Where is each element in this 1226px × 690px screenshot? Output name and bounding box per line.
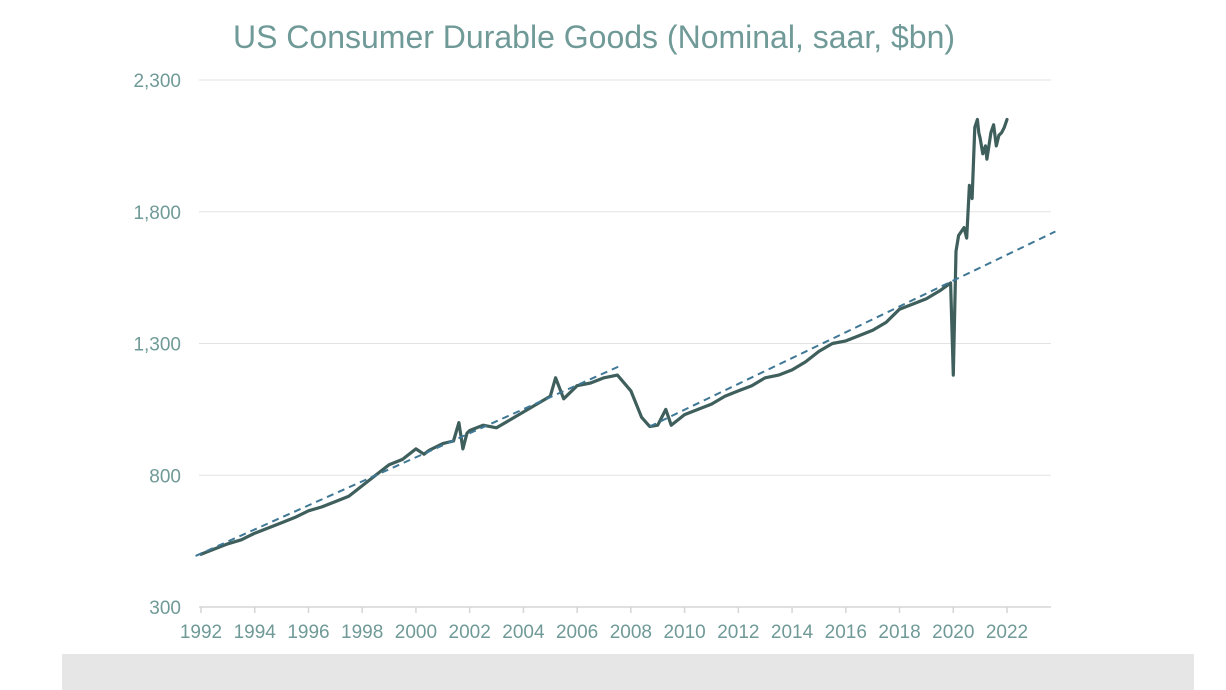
series-line-durable-goods bbox=[199, 117, 1009, 556]
chart-title: US Consumer Durable Goods (Nominal, saar… bbox=[233, 19, 955, 55]
x-tick-label: 2000 bbox=[395, 622, 437, 643]
x-tick-label: 1998 bbox=[341, 622, 383, 643]
x-tick-label: 2010 bbox=[663, 622, 705, 643]
x-tick-label: 2012 bbox=[717, 622, 759, 643]
x-tick-label: 2006 bbox=[556, 622, 598, 643]
series-group bbox=[195, 117, 1056, 557]
x-tick-label: 2022 bbox=[986, 622, 1028, 643]
x-tick-label: 2004 bbox=[502, 622, 545, 643]
y-tick-label: 800 bbox=[149, 466, 181, 487]
x-tick-label: 1994 bbox=[234, 622, 277, 643]
x-tick-label: 1996 bbox=[287, 622, 329, 643]
y-tick-label: 2,300 bbox=[133, 71, 181, 92]
x-tick-label: 2008 bbox=[610, 622, 652, 643]
x-axis: 1992 1994 1996 1998 2000 2002 2004 2006 2008 2010… bbox=[180, 607, 1028, 643]
x-tick-label: 2002 bbox=[449, 622, 491, 643]
footer-bar bbox=[62, 654, 1194, 690]
x-tick-label: 2016 bbox=[825, 622, 867, 643]
x-tick-label: 2014 bbox=[771, 622, 814, 643]
x-tick-label: 2018 bbox=[878, 622, 920, 643]
y-tick-label: 1,800 bbox=[133, 203, 181, 224]
y-axis: 300 800 1,300 1,800 2,300 bbox=[133, 71, 181, 619]
trend-line-2 bbox=[649, 230, 1056, 428]
y-tick-label: 1,300 bbox=[133, 335, 181, 356]
gridlines bbox=[199, 79, 1051, 476]
x-tick-label: 1992 bbox=[180, 622, 222, 643]
y-tick-label: 300 bbox=[149, 598, 181, 619]
trend-line-1 bbox=[195, 364, 621, 557]
x-tick-label: 2020 bbox=[932, 622, 974, 643]
